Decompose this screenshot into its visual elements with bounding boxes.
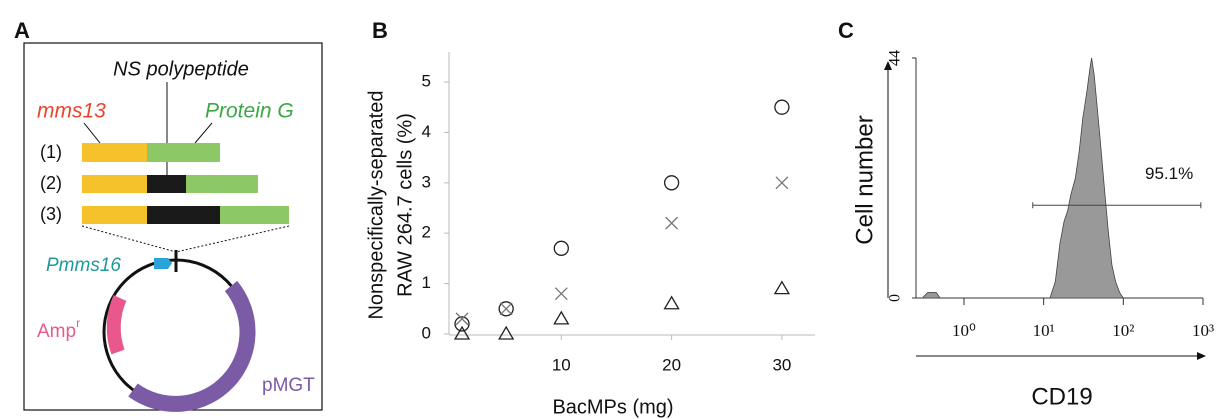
x-tick-label: 10 bbox=[552, 355, 571, 374]
panel-frame bbox=[23, 42, 323, 411]
panel-letter: A bbox=[14, 18, 30, 43]
vector-label: pMGT bbox=[262, 375, 315, 396]
pmgt-arc bbox=[128, 280, 256, 412]
histogram-area bbox=[921, 292, 941, 299]
insert-label: NS polypeptide bbox=[113, 58, 249, 80]
cross-point bbox=[455, 312, 469, 326]
y-tick-label: 0 bbox=[887, 294, 904, 302]
proteing-block bbox=[186, 175, 258, 193]
x-tick-label: 10¹ bbox=[1033, 321, 1055, 340]
x-tick-label: 10² bbox=[1112, 321, 1134, 340]
promoter-label: Pmms16 bbox=[46, 255, 121, 276]
circle-point bbox=[553, 240, 569, 256]
y-axis-label: Cell number bbox=[851, 115, 878, 244]
mms13-block bbox=[82, 206, 147, 224]
triangle-point bbox=[453, 325, 471, 340]
gene-label: Protein G bbox=[205, 100, 294, 123]
cross-point bbox=[499, 302, 513, 316]
panel-letter: B bbox=[372, 18, 388, 43]
y-axis-label: Nonspecifically-separated bbox=[365, 90, 387, 319]
guide bbox=[81, 225, 177, 253]
mms13-block bbox=[82, 175, 147, 193]
panel-letter: C bbox=[838, 18, 854, 43]
proteing-block bbox=[147, 143, 220, 162]
cross-point bbox=[665, 216, 679, 230]
x-axis-label: BacMPs (mg) bbox=[552, 396, 673, 418]
y-tick-label: 4 bbox=[422, 122, 431, 141]
gene-label: mms13 bbox=[37, 100, 106, 123]
histogram-area bbox=[1049, 57, 1125, 299]
x-axis-label: CD19 bbox=[1031, 383, 1092, 410]
y-tick-label: 3 bbox=[422, 172, 431, 191]
row-label: (1) bbox=[40, 142, 62, 162]
y-tick-label: 0 bbox=[422, 323, 431, 342]
circle-point bbox=[663, 175, 680, 191]
pointer bbox=[194, 122, 213, 144]
x-tick-label: 10³ bbox=[1192, 321, 1214, 340]
ns-block bbox=[147, 206, 220, 224]
y-tick-label: 44 bbox=[887, 50, 904, 66]
resistance-sup: r bbox=[76, 316, 80, 330]
x-tick-label: 20 bbox=[662, 355, 681, 374]
ns-block bbox=[147, 175, 186, 193]
promoter bbox=[154, 258, 172, 269]
y-tick-label: 1 bbox=[422, 273, 431, 292]
triangle-point bbox=[663, 295, 680, 310]
row-label: (2) bbox=[40, 173, 62, 193]
construct-diagram: NS polypeptide mms13 Protein G (1) (2) (… bbox=[23, 42, 323, 412]
guide bbox=[175, 225, 290, 253]
y-tick-label: 5 bbox=[422, 71, 431, 90]
triangle-point bbox=[498, 325, 515, 340]
y-tick-label: 2 bbox=[422, 223, 431, 242]
circle-point bbox=[454, 316, 470, 332]
y-axis-label: RAW 264.7 cells (%) bbox=[394, 113, 416, 297]
cross-point bbox=[554, 287, 568, 301]
x-tick-label: 10⁰ bbox=[952, 321, 976, 340]
circle-point bbox=[498, 301, 514, 317]
triangle-point bbox=[553, 310, 570, 325]
x-tick-label: 30 bbox=[772, 355, 791, 374]
cross-point bbox=[775, 176, 789, 190]
amp-arc bbox=[106, 295, 127, 355]
mms13-block bbox=[82, 143, 147, 162]
triangle-point bbox=[773, 280, 791, 295]
pointer bbox=[83, 122, 101, 144]
proteing-block bbox=[220, 206, 289, 224]
resistance-label: Ampr bbox=[37, 316, 80, 342]
circle-point bbox=[774, 99, 790, 115]
gate-label: 95.1% bbox=[1145, 164, 1193, 183]
resistance-text: Amp bbox=[37, 321, 76, 342]
row-label: (3) bbox=[40, 204, 62, 224]
